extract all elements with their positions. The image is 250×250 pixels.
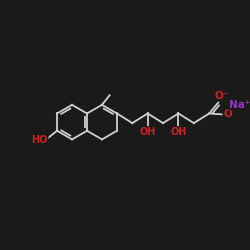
Text: O⁻: O⁻ bbox=[214, 91, 229, 101]
Text: OH: OH bbox=[170, 127, 186, 137]
Text: Na⁺: Na⁺ bbox=[229, 100, 250, 110]
Text: OH: OH bbox=[140, 127, 156, 137]
Text: HO: HO bbox=[32, 135, 48, 145]
Text: O: O bbox=[223, 110, 232, 120]
